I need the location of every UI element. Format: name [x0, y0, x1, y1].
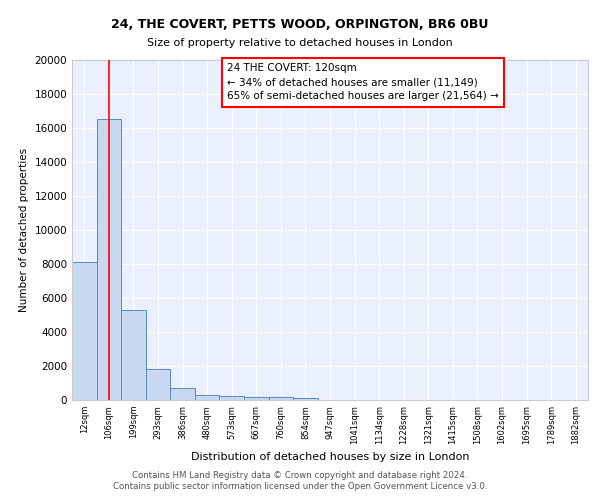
- Bar: [244, 397, 269, 400]
- X-axis label: Distribution of detached houses by size in London: Distribution of detached houses by size …: [191, 452, 469, 462]
- Bar: [146, 368, 170, 400]
- Bar: [293, 398, 318, 400]
- Bar: [220, 396, 244, 400]
- Bar: [195, 394, 220, 400]
- Bar: [97, 120, 121, 400]
- Y-axis label: Number of detached properties: Number of detached properties: [19, 148, 29, 312]
- Bar: [269, 397, 293, 400]
- Text: Contains HM Land Registry data © Crown copyright and database right 2024.: Contains HM Land Registry data © Crown c…: [132, 471, 468, 480]
- Bar: [121, 310, 146, 400]
- Text: 24, THE COVERT, PETTS WOOD, ORPINGTON, BR6 0BU: 24, THE COVERT, PETTS WOOD, ORPINGTON, B…: [112, 18, 488, 30]
- Text: 24 THE COVERT: 120sqm
← 34% of detached houses are smaller (11,149)
65% of semi-: 24 THE COVERT: 120sqm ← 34% of detached …: [227, 64, 499, 102]
- Text: Contains public sector information licensed under the Open Government Licence v3: Contains public sector information licen…: [113, 482, 487, 491]
- Text: Size of property relative to detached houses in London: Size of property relative to detached ho…: [147, 38, 453, 48]
- Bar: [170, 388, 195, 400]
- Bar: [72, 262, 97, 400]
